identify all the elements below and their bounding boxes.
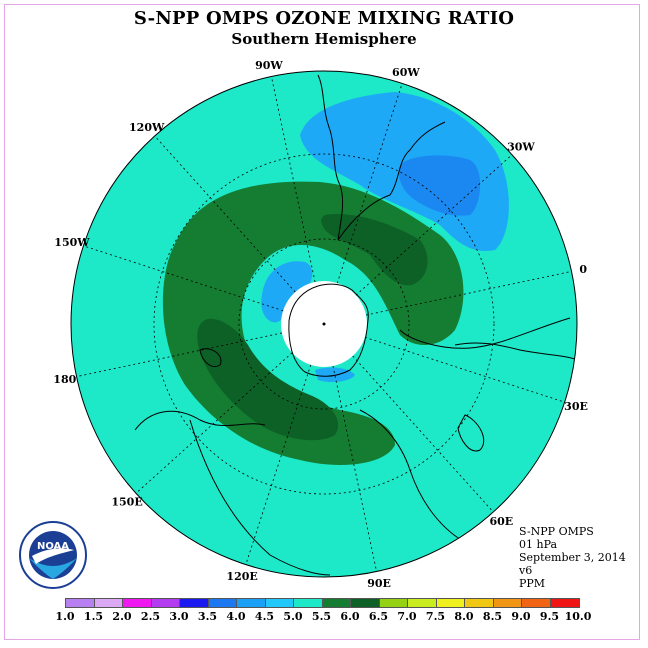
- meridian-line: [271, 76, 316, 283]
- colorbar-tick-label: 8.0: [454, 610, 474, 623]
- colorbar-tick-label: 6.0: [340, 610, 360, 623]
- meridian-line: [336, 83, 403, 284]
- colorbar-tick-label: 3.0: [169, 610, 189, 623]
- longitude-label: 30E: [564, 400, 588, 413]
- colorbar-swatch: [66, 599, 95, 607]
- meridian-line: [83, 245, 284, 312]
- figure-frame: [4, 4, 640, 640]
- colorbar-tick-label: 5.0: [283, 610, 303, 623]
- info-block: S-NPP OMPS 01 hPa September 3, 2014 v6 P…: [519, 525, 626, 590]
- colorbar-tick-label: 8.5: [482, 610, 503, 623]
- coastlines: [134, 74, 577, 576]
- graticule: [153, 153, 495, 495]
- colorbar-ticks: 1.0 1.5 2.0 2.5 3.0 3.5 4.0 4.5 5.0 5.5 6.0 6.5 7.0 7…: [50, 610, 610, 624]
- colorbar-tick-label: 2.5: [140, 610, 161, 623]
- meridian-line: [245, 364, 312, 565]
- colorbar-tick-label: 4.0: [226, 610, 246, 623]
- colorbar-tick-label: 6.5: [368, 610, 389, 623]
- ozone-core-dark-green-1: [321, 214, 428, 286]
- longitude-label: 60E: [489, 515, 513, 528]
- meridians: [76, 76, 572, 572]
- meridian-line: [154, 135, 296, 293]
- colorbar-swatch: [180, 599, 209, 607]
- colorbar-tick-label: 2.0: [112, 610, 132, 623]
- longitude-label: 150W: [54, 236, 90, 249]
- colorbar-tick-label: 5.5: [311, 610, 332, 623]
- meridian-line: [76, 332, 283, 377]
- meridian-line: [365, 271, 572, 316]
- colorbar: [65, 598, 580, 608]
- meridian-line: [135, 352, 293, 494]
- colorbar-swatch: [265, 599, 294, 607]
- ozone-region-deep-blue: [398, 155, 481, 216]
- colorbar-swatch: [208, 599, 237, 607]
- colorbar-swatch: [465, 599, 494, 607]
- longitude-labels: 90W 60W 30W 0 30E 60E 90E 120E 150E 180 150W 120W: [53, 59, 588, 590]
- longitude-label: 150E: [111, 495, 142, 508]
- colorbar-tick-label: 9.0: [511, 610, 531, 623]
- noaa-logo-icon: NOAA: [18, 520, 88, 590]
- colorbar-swatch: [493, 599, 522, 607]
- ozone-inner-blue-south: [315, 367, 355, 383]
- pressure-level-label: 01 hPa: [519, 538, 558, 551]
- colorbar-swatch: [550, 599, 579, 607]
- colorbar-tick-label: 9.5: [539, 610, 560, 623]
- longitude-label: 60W: [392, 66, 420, 79]
- instrument-label: S-NPP OMPS: [519, 525, 594, 538]
- longitude-label: 30W: [507, 141, 535, 154]
- meridian-line: [355, 154, 513, 296]
- colorbar-tick-label: 7.5: [425, 610, 446, 623]
- ozone-inner-blue: [261, 261, 313, 323]
- date-label: September 3, 2014: [519, 551, 626, 564]
- svg-text:NOAA: NOAA: [37, 541, 69, 552]
- colorbar-tick-label: 3.5: [197, 610, 218, 623]
- meridian-line: [352, 355, 494, 513]
- longitude-label: 180: [53, 373, 76, 386]
- longitude-label: 120W: [129, 121, 165, 134]
- colorbar-swatch: [379, 599, 408, 607]
- colorbar-swatch: [408, 599, 437, 607]
- colorbar-swatch: [351, 599, 380, 607]
- meridian-line: [364, 336, 565, 403]
- colorbar-swatch: [322, 599, 351, 607]
- units-label: PPM: [519, 577, 546, 590]
- page-subtitle: Southern Hemisphere: [231, 30, 417, 48]
- longitude-label: 0: [579, 263, 587, 276]
- south-pole-marker: [322, 322, 326, 326]
- meridian-line: [332, 365, 377, 572]
- colorbar-swatch: [522, 599, 551, 607]
- colorbar-tick-label: 1.5: [83, 610, 104, 623]
- longitude-label: 120E: [226, 570, 257, 583]
- longitude-label: 90W: [255, 59, 283, 72]
- version-label: v6: [519, 564, 533, 577]
- colorbar-swatch: [94, 599, 123, 607]
- colorbar-tick-label: 10.0: [564, 610, 592, 623]
- page-title: S-NPP OMPS OZONE MIXING RATIO: [133, 8, 515, 29]
- colorbar-tick-label: 1.0: [55, 610, 75, 623]
- colorbar-swatch: [123, 599, 152, 607]
- colorbar-tick-label: 7.0: [397, 610, 417, 623]
- colorbar-swatch: [294, 599, 323, 607]
- ozone-core-dark-green-2: [197, 318, 339, 441]
- colorbar-swatch: [237, 599, 266, 607]
- colorbar-tick-label: 4.5: [254, 610, 275, 623]
- colorbar-swatch: [151, 599, 180, 607]
- longitude-label: 90E: [367, 577, 391, 590]
- colorbar-swatch: [436, 599, 465, 607]
